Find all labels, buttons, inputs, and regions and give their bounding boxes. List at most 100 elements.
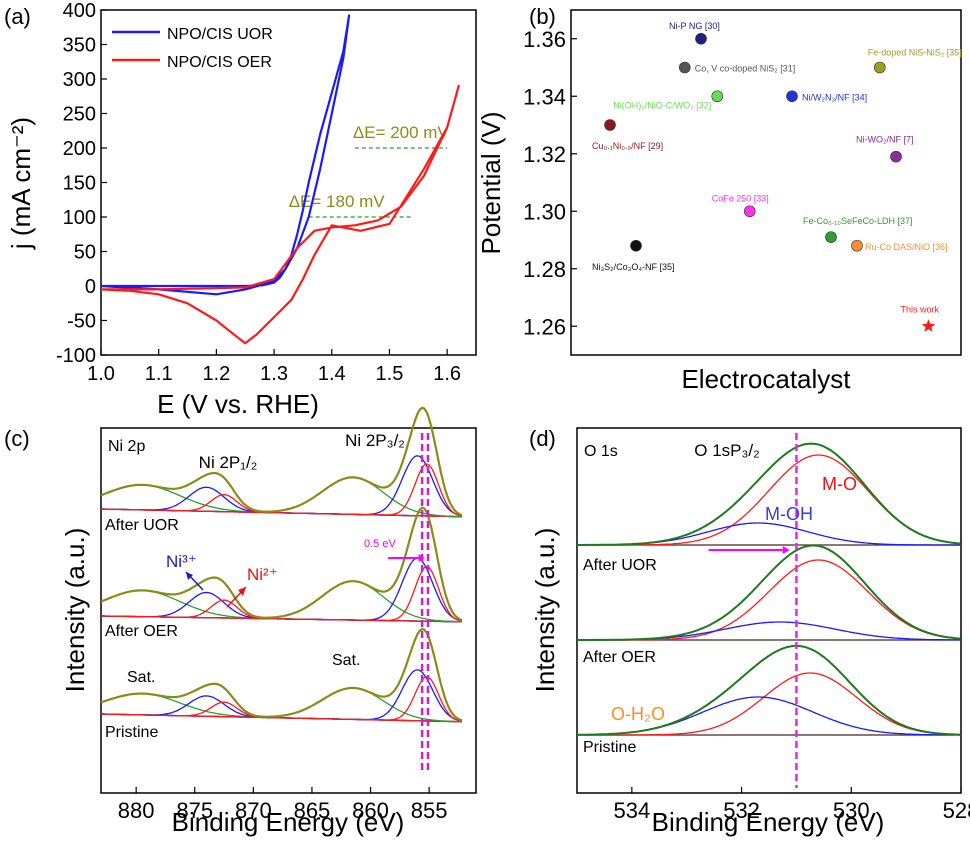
- panel-c-frame: [100, 427, 477, 794]
- scatter-point: [630, 239, 642, 252]
- x-tick-label: 1.3: [260, 363, 288, 385]
- x-tick-label: 855: [411, 798, 448, 823]
- shift-label: 0.5 eV: [364, 538, 396, 550]
- fit-component: [101, 701, 462, 723]
- panel-c-xlabel: Binding Energy (eV): [172, 807, 405, 837]
- spectrum-label-after-oer: After OER: [105, 623, 178, 640]
- fit-envelope: [577, 544, 961, 641]
- panel-b-ticks: 1.26 1.28 1.30 1.32 1.34 1.36: [523, 27, 577, 339]
- scatter-point: [890, 150, 902, 163]
- peak-label-ni2p12: Ni 2P₁/₂: [199, 453, 258, 472]
- x-tick-label: 1.4: [318, 363, 346, 385]
- peak-label-o1s: O 1sP₃/₂: [694, 441, 760, 460]
- component-label-oh2o: O-H₂O: [611, 704, 665, 724]
- point-label: CoFe 250 [33]: [712, 193, 769, 203]
- series-line-uor: [100, 14, 351, 296]
- series-line-oer: [100, 84, 460, 345]
- peak-label-ni2p32: Ni 2P₃/₂: [345, 431, 405, 450]
- point-star: [921, 319, 936, 332]
- y-tick-label: 200: [63, 138, 96, 160]
- fit-component: [101, 557, 463, 622]
- y-tick-label: 350: [63, 35, 96, 57]
- sat-label-2: Sat.: [332, 652, 360, 669]
- ni2-arrowhead: [238, 587, 246, 596]
- scatter-point: [786, 90, 798, 103]
- component-label-moh: M-OH: [765, 504, 813, 524]
- scatter-point: [825, 231, 837, 243]
- panel-a-ylabel: j (mA cm⁻²): [6, 117, 36, 250]
- panel-d-ylabel: Intensity (a.u.): [530, 528, 560, 693]
- panel-b-ylabel: Potential (V): [476, 111, 506, 254]
- panel-a-series: [100, 14, 460, 345]
- sat-label-1: Sat.: [127, 669, 155, 686]
- panel-a-label: (a): [4, 4, 31, 29]
- panel-c-title: Ni 2p: [108, 438, 145, 455]
- panel-a: (a) 1.0 1.1 1.2 1.3 1.4 1.5 1.6 -100 -50 0 50 100 15…: [4, 0, 477, 419]
- y-tick-label: -100: [56, 345, 96, 367]
- panel-d-label: (d): [529, 426, 556, 451]
- x-tick-label: 875: [176, 798, 213, 823]
- y-tick-label: 1.32: [523, 142, 566, 167]
- point-label: This work: [901, 304, 940, 314]
- scatter-point: [851, 239, 863, 252]
- x-tick-label: 880: [118, 798, 155, 823]
- panel-c-spectra: [100, 406, 463, 773]
- panel-b-frame: [570, 9, 962, 356]
- legend-label-oer: NPO/CIS OER: [167, 54, 272, 71]
- panel-a-legend: NPO/CIS UOR NPO/CIS OER: [112, 26, 273, 71]
- spectrum-label-after-uor: After UOR: [105, 517, 179, 534]
- fit-envelope: [100, 627, 463, 722]
- x-tick-label: 1.2: [202, 363, 230, 385]
- panel-a-xlabel: E (V vs. RHE): [157, 389, 319, 419]
- delta-e-label: ΔE= 200 mV: [353, 123, 450, 142]
- point-label: Ru-Co DAS/NiO [36]: [865, 242, 948, 252]
- y-tick-label: 1.26: [523, 314, 566, 339]
- fit-component: [577, 621, 961, 641]
- panel-b-label: (b): [529, 4, 556, 29]
- scatter-point: [873, 61, 886, 74]
- y-tick-label: 1.28: [523, 257, 566, 282]
- x-tick-label: 865: [294, 798, 331, 823]
- scatter-point: [695, 32, 707, 45]
- point-label: Co, V co-doped NiS₂ [31]: [695, 64, 796, 74]
- y-tick-label: 1.30: [523, 199, 566, 224]
- x-tick-label: 870: [235, 798, 272, 823]
- panel-b: (b) 1.26 1.28 1.30 1.32 1.34 1.36 Ni-P NG [30…: [476, 4, 962, 394]
- point-label: Ni-WO₂/NF [7]: [856, 135, 914, 145]
- x-tick-label: 860: [352, 798, 389, 823]
- component-label-mo: M-O: [822, 474, 857, 494]
- fit-component: [101, 676, 463, 722]
- spectrum-label-pristine: Pristine: [105, 724, 158, 741]
- fit-component: [101, 565, 463, 622]
- point-label: Fe-Co₀.₁₀SeFeCo-LDH [37]: [803, 216, 913, 226]
- x-tick-label: 1.1: [145, 363, 173, 385]
- x-tick-label: 1.5: [376, 363, 404, 385]
- panel-a-ticks: 1.0 1.1 1.2 1.3 1.4 1.5 1.6 -100 -50 0 50 100 150 200…: [56, 0, 461, 385]
- d-spectrum-label-after-oer: After OER: [583, 649, 656, 666]
- x-tick-label: 530: [833, 798, 870, 823]
- panel-c-ylabel: Intensity (a.u.): [60, 528, 90, 693]
- y-tick-label: 50: [74, 242, 96, 264]
- shift-arrowhead: [782, 546, 790, 554]
- point-label: Ni/W₂N₃/NF [34]: [802, 92, 867, 102]
- point-label: Ni₃S₂/Co₃O₄-NF [35]: [592, 262, 675, 272]
- panel-c: (c) 880 875 870 865 860 855 Ni 2p Ni 2P₁/₂ Ni…: [4, 406, 477, 837]
- panel-d-xlabel: Binding Energy (eV): [652, 807, 885, 837]
- d-spectrum-label-pristine: Pristine: [583, 739, 636, 756]
- panel-b-points: Ni-P NG [30] Co, V co-doped NiS₂ [31] Fe-d…: [592, 21, 962, 332]
- panel-c-ticks: 880 875 870 865 860 855: [118, 787, 448, 823]
- fit-envelope: [577, 644, 961, 736]
- shift-arrowhead: [418, 554, 425, 562]
- ni2-label: Ni²⁺: [247, 565, 278, 584]
- fit-envelope: [577, 442, 961, 546]
- y-tick-label: 1.34: [523, 84, 566, 109]
- scatter-point: [604, 119, 616, 131]
- point-label: Cu₀.₁Ni₀.₉/NF [29]: [592, 141, 663, 151]
- x-tick-label: 1.6: [433, 363, 461, 385]
- y-tick-label: 300: [63, 69, 96, 91]
- panel-d-spectra: [577, 433, 961, 788]
- scatter-point: [743, 205, 756, 218]
- panel-c-label: (c): [4, 426, 30, 451]
- x-tick-label: 532: [723, 798, 760, 823]
